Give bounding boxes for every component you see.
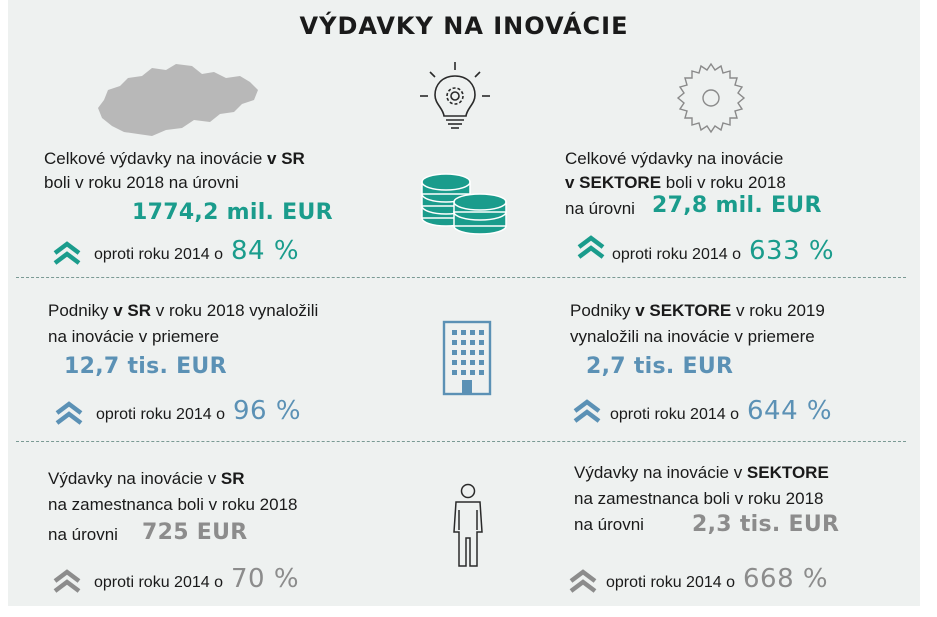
double-chevron-up-icon — [55, 401, 83, 425]
row3-left-pct: 70 % — [230, 564, 300, 594]
row3-right-line2: na zamestnanca boli v roku 2018 — [574, 489, 824, 508]
row3-left-line2: na zamestnanca boli v roku 2018 — [48, 495, 298, 514]
row2-left-line2: na inovácie v priemere — [48, 327, 220, 346]
row2-left-value: 12,7 tis. EUR — [64, 354, 227, 379]
row3-right-value: 2,3 tis. EUR — [692, 512, 840, 537]
row3-right-line1: Výdavky na inovácie v SEKTORE — [574, 463, 829, 482]
building-icon — [442, 320, 492, 396]
row2-right-compare: oproti roku 2014 o 644 % — [610, 396, 833, 426]
row2-right-pct: 644 % — [746, 396, 833, 426]
row2-right-line1: Podniky v SEKTORE v roku 2019 — [570, 301, 825, 320]
row3-left-line3: na úrovni — [48, 525, 118, 544]
double-chevron-up-icon — [569, 569, 597, 593]
person-icon — [453, 483, 483, 567]
row1-right-line3: na úrovni — [565, 199, 635, 218]
row1-right-pct: 633 % — [748, 236, 835, 266]
row2-left-line1: Podniky v SR v roku 2018 vynaložili — [48, 301, 319, 320]
infographic-panel: VÝDAVKY NA INOVÁCIE Celkové výdavky na i… — [8, 0, 920, 606]
double-chevron-up-icon — [573, 399, 601, 423]
row1-right-compare: oproti roku 2014 o 633 % — [612, 236, 835, 266]
lightbulb-gear-icon — [420, 62, 490, 129]
row1-right-line2: v SEKTORE boli v roku 2018 — [565, 173, 786, 192]
row1-right-line1: Celkové výdavky na inovácie — [565, 149, 784, 168]
double-chevron-up-icon — [577, 235, 605, 259]
row-divider — [16, 441, 906, 442]
row1-left-compare: oproti roku 2014 o 84 % — [94, 236, 300, 266]
row2-right-value: 2,7 tis. EUR — [586, 354, 734, 379]
row3-left-value: 725 EUR — [142, 520, 248, 545]
row3-right-compare: oproti roku 2014 o 668 % — [606, 564, 829, 594]
double-chevron-up-icon — [53, 569, 81, 593]
row2-right-line2: vynaložili na inovácie v priemere — [570, 327, 815, 346]
row-divider — [16, 277, 906, 278]
page-title: VÝDAVKY NA INOVÁCIE — [299, 12, 629, 40]
row1-left-line2: boli v roku 2018 na úrovni — [44, 173, 239, 192]
coins-icon — [421, 173, 507, 235]
slovakia-map-icon — [98, 64, 258, 136]
double-chevron-up-icon — [53, 241, 81, 265]
row3-right-pct: 668 % — [742, 564, 829, 594]
row3-left-compare: oproti roku 2014 o 70 % — [94, 564, 300, 594]
row2-left-pct: 96 % — [232, 396, 302, 426]
row1-left-line1: Celkové výdavky na inovácie v SR — [44, 149, 305, 168]
row1-right-value: 27,8 mil. EUR — [652, 193, 822, 218]
row3-left-line1: Výdavky na inovácie v SR — [48, 469, 245, 488]
row3-right-line3: na úrovni — [574, 515, 644, 534]
row2-left-compare: oproti roku 2014 o 96 % — [96, 396, 302, 426]
row1-left-value: 1774,2 mil. EUR — [132, 200, 333, 225]
gear-icon — [676, 62, 746, 134]
row1-left-pct: 84 % — [230, 236, 300, 266]
